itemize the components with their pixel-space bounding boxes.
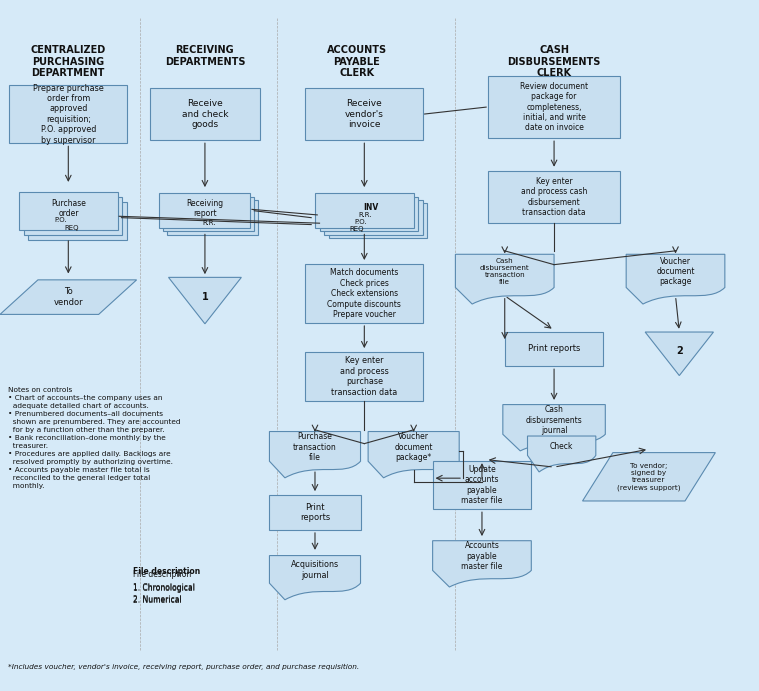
Text: Cash
disbursements
journal: Cash disbursements journal [526,405,582,435]
Text: File description
1. Chronological
2. Numerical: File description 1. Chronological 2. Num… [133,570,195,604]
Text: Receive
vendor's
invoice: Receive vendor's invoice [345,99,384,129]
PathPatch shape [528,436,596,472]
FancyBboxPatch shape [305,265,424,323]
Text: Print reports: Print reports [528,344,581,354]
FancyBboxPatch shape [433,461,531,509]
Text: RECEIVING
DEPARTMENTS: RECEIVING DEPARTMENTS [165,45,245,66]
Text: Check: Check [550,442,573,451]
Text: Print
reports: Print reports [300,503,330,522]
FancyBboxPatch shape [315,193,414,228]
FancyBboxPatch shape [320,197,418,231]
FancyBboxPatch shape [329,203,427,238]
Text: Review document
package for
completeness,
initial, and write
date on invoice: Review document package for completeness… [520,82,588,133]
Text: To vendor;
signed by
treasurer
(reviews support): To vendor; signed by treasurer (reviews … [617,463,681,491]
Text: Receive
and check
goods: Receive and check goods [181,99,228,129]
Text: REQ: REQ [65,225,80,231]
FancyBboxPatch shape [159,193,250,228]
Polygon shape [168,277,241,324]
Text: Notes on controls
• Chart of accounts–the company uses an
  adequate detailed ch: Notes on controls • Chart of accounts–th… [8,387,180,489]
FancyBboxPatch shape [305,352,424,401]
Text: CENTRALIZED
PURCHASING
DEPARTMENT: CENTRALIZED PURCHASING DEPARTMENT [30,45,106,78]
FancyBboxPatch shape [505,332,603,366]
FancyBboxPatch shape [487,171,621,223]
PathPatch shape [433,540,531,587]
Text: Match documents
Check prices
Check extensions
Compute discounts
Prepare voucher: Match documents Check prices Check exten… [327,268,402,319]
Text: Purchase
order: Purchase order [52,199,87,218]
Text: *Includes voucher, vendor's invoice, receiving report, purchase order, and purch: *Includes voucher, vendor's invoice, rec… [8,664,359,670]
Text: 1: 1 [202,292,208,302]
Text: Voucher
document
package*: Voucher document package* [395,432,433,462]
PathPatch shape [368,431,459,478]
Polygon shape [583,453,715,501]
Text: Accounts
payable
master file: Accounts payable master file [461,541,502,571]
Text: Cash
disbursement
transaction
file: Cash disbursement transaction file [480,258,530,285]
Text: Purchase
transaction
file: Purchase transaction file [293,432,337,462]
Text: To
vendor: To vendor [53,287,83,307]
Text: CASH
DISBURSEMENTS
CLERK: CASH DISBURSEMENTS CLERK [507,45,601,78]
PathPatch shape [455,254,554,304]
Polygon shape [645,332,713,376]
Text: File description: File description [133,567,200,576]
FancyBboxPatch shape [167,200,258,235]
Text: Key enter
and process
purchase
transaction data: Key enter and process purchase transacti… [331,357,398,397]
FancyBboxPatch shape [487,76,621,138]
Polygon shape [0,280,137,314]
FancyBboxPatch shape [24,197,122,235]
FancyBboxPatch shape [163,197,254,231]
Text: 1. Chronological
2. Numerical: 1. Chronological 2. Numerical [133,584,195,605]
Text: Receiving
report: Receiving report [187,199,223,218]
Text: P.O.: P.O. [354,219,367,225]
PathPatch shape [626,254,725,304]
Text: Key enter
and process cash
disbursement
transaction data: Key enter and process cash disbursement … [521,177,587,217]
Text: ACCOUNTS
PAYABLE
CLERK: ACCOUNTS PAYABLE CLERK [326,45,387,78]
PathPatch shape [269,556,361,600]
FancyBboxPatch shape [269,495,361,530]
FancyBboxPatch shape [19,192,118,229]
Text: REQ: REQ [349,226,364,231]
Text: P.O.: P.O. [55,217,67,223]
Text: R.R.: R.R. [202,220,216,226]
PathPatch shape [502,404,606,451]
FancyBboxPatch shape [28,202,127,240]
PathPatch shape [269,431,361,478]
FancyBboxPatch shape [305,88,424,140]
Text: Prepare purchase
order from
approved
requisition;
P.O. approved
by supervisor: Prepare purchase order from approved req… [33,84,104,144]
FancyBboxPatch shape [150,88,260,140]
Text: 2: 2 [676,346,682,356]
FancyBboxPatch shape [324,200,423,235]
Text: Update
accounts
payable
master file: Update accounts payable master file [461,465,502,505]
Text: INV: INV [363,202,378,212]
Text: Acquisitions
journal: Acquisitions journal [291,560,339,580]
Text: Voucher
document
package: Voucher document package [657,256,694,287]
Text: R.R.: R.R. [358,212,372,218]
FancyBboxPatch shape [9,85,128,144]
